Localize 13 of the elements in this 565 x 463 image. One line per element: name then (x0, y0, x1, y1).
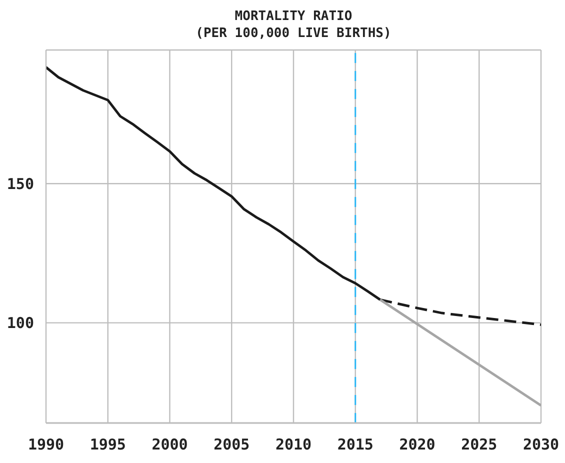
y-tick-label: 150 (6, 174, 34, 193)
x-tick-label: 2005 (214, 436, 250, 454)
x-tick-label: 2020 (399, 436, 436, 454)
x-tick-label: 2030 (522, 436, 560, 454)
chart-subtitle: (PER 100,000 LIVE BIRTHS) (194, 25, 392, 42)
y-tick-label: 100 (6, 314, 34, 332)
x-tick-label: 2015 (337, 436, 374, 454)
x-tick-label: 1995 (90, 436, 126, 454)
x-tick-label: 2010 (275, 436, 312, 454)
chart-title: MORTALITY RATIO (234, 8, 354, 25)
x-tick-label: 2025 (461, 436, 498, 454)
x-tick-label: 1990 (28, 436, 64, 454)
x-tick-label: 2000 (152, 436, 188, 454)
